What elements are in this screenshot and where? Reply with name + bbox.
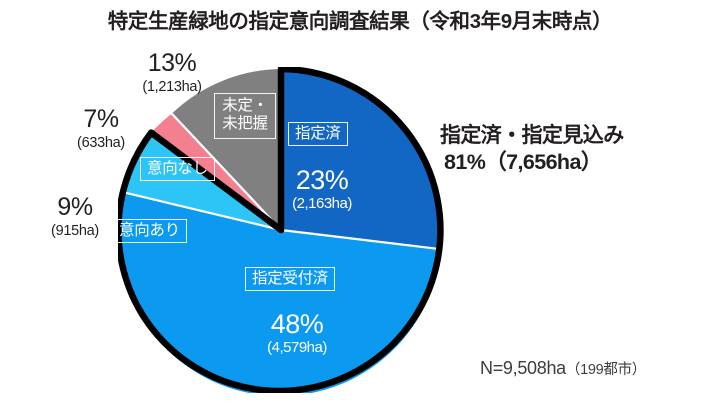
slice-label-accepted: 指定受付済: [245, 267, 336, 292]
callout-pct-intention-yes: 9%: [57, 193, 93, 221]
slice-pct-accepted: 48%: [270, 309, 324, 339]
callout-intention-no: 7% (633ha): [46, 107, 156, 152]
slice-label-undecided: 未定・未把握: [214, 93, 276, 139]
callout-area-intention-no: (633ha): [77, 135, 125, 151]
slice-value-designated: 23% (2,163ha): [266, 166, 378, 213]
sample-size-cities: （199都市）: [565, 362, 646, 378]
callout-pct-undecided: 13%: [147, 49, 197, 77]
page-title: 特定生産緑地の指定意向調査結果（令和3年9月末時点）: [107, 10, 613, 33]
pie-slice-designated[interactable]: [281, 69, 442, 250]
slice-label-intention-no: 意向なし: [140, 157, 215, 182]
sample-size-note: N=9,508ha（199都市）: [418, 358, 708, 379]
highlight-annotation: 指定済・指定見込み 81%（7,656ha）: [440, 124, 712, 175]
pie-slice-undecided[interactable]: [171, 69, 281, 230]
pie-chart: 指定済 23% (2,163ha) 指定受付済 48% (4,579ha) 意向…: [112, 67, 444, 393]
highlight-annotation-title: 指定済・指定見込み: [440, 124, 624, 147]
highlight-outline: [118, 67, 444, 393]
slice-value-accepted: 48% (4,579ha): [227, 310, 367, 357]
slice-area-accepted: (4,579ha): [267, 339, 327, 357]
pie-chart-svg: [118, 67, 444, 393]
slice-label-intention-yes: 意向あり: [112, 219, 187, 244]
slice-label-designated: 指定済: [288, 122, 348, 147]
callout-undecided: 13% (1,213ha): [112, 51, 232, 96]
callout-area-undecided: (1,213ha): [142, 79, 202, 95]
callout-intention-yes: 9% (915ha): [20, 195, 130, 240]
sample-size-value: N=9,508ha: [480, 358, 566, 378]
callout-area-intention-yes: (915ha): [51, 223, 99, 239]
slice-pct-designated: 23%: [295, 165, 349, 195]
highlight-annotation-value: 81%（7,656ha）: [444, 149, 602, 174]
pie-slice-accepted[interactable]: [119, 192, 441, 393]
slice-area-designated: (2,163ha): [292, 195, 352, 213]
pie-slice-intention-no[interactable]: [151, 113, 281, 230]
callout-pct-intention-no: 7%: [83, 105, 119, 133]
